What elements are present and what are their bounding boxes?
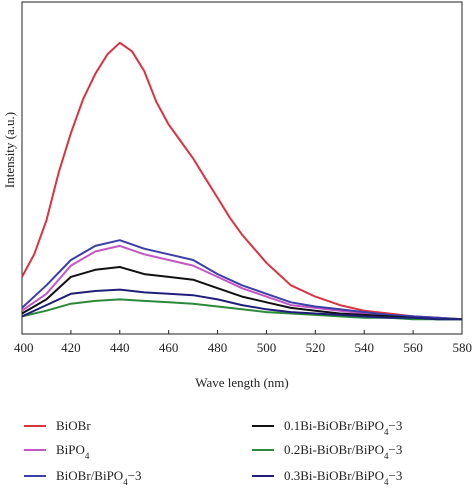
- x-tick-label: 580: [453, 340, 473, 355]
- series-line-5: [21, 288, 462, 321]
- legend-label: 0.3Bi-BiOBr/BiPO4−3: [284, 468, 402, 487]
- x-axis-ticks: 400 420 440 460 480 500 520 540 560 580: [14, 330, 472, 355]
- legend-label: BiOBr: [56, 418, 91, 433]
- x-tick-label: 500: [257, 340, 277, 355]
- x-tick-label: 560: [403, 340, 423, 355]
- series-line-0: [21, 41, 463, 321]
- legend-label: 0.1Bi-BiOBr/BiPO4−3: [284, 418, 402, 437]
- legend-label: 0.2Bi-BiOBr/BiPO4−3: [284, 442, 402, 461]
- legend-label: BiOBr/BiPO4−3: [56, 468, 142, 487]
- series-layer: [21, 41, 463, 321]
- plot-frame: [21, 1, 463, 335]
- x-tick-label: 520: [306, 340, 326, 355]
- x-tick-label: 540: [354, 340, 374, 355]
- x-tick-label: 460: [159, 340, 179, 355]
- x-tick-label: 480: [208, 340, 228, 355]
- series-line-1: [21, 244, 463, 321]
- x-axis-title: Wave length (nm): [195, 375, 289, 390]
- y-axis-title: Intensity (a.u.): [2, 112, 17, 188]
- x-tick-label: 440: [110, 340, 130, 355]
- legend: BiOBr BiPO4 BiOBr/BiPO4−3 0.1Bi-BiOBr/BiPO4…: [24, 418, 402, 487]
- series-line-3: [21, 266, 462, 321]
- x-tick-label: 420: [61, 340, 81, 355]
- x-tick-label: 400: [14, 340, 34, 355]
- legend-label: BiPO4: [56, 442, 90, 461]
- series-line-2: [21, 239, 463, 321]
